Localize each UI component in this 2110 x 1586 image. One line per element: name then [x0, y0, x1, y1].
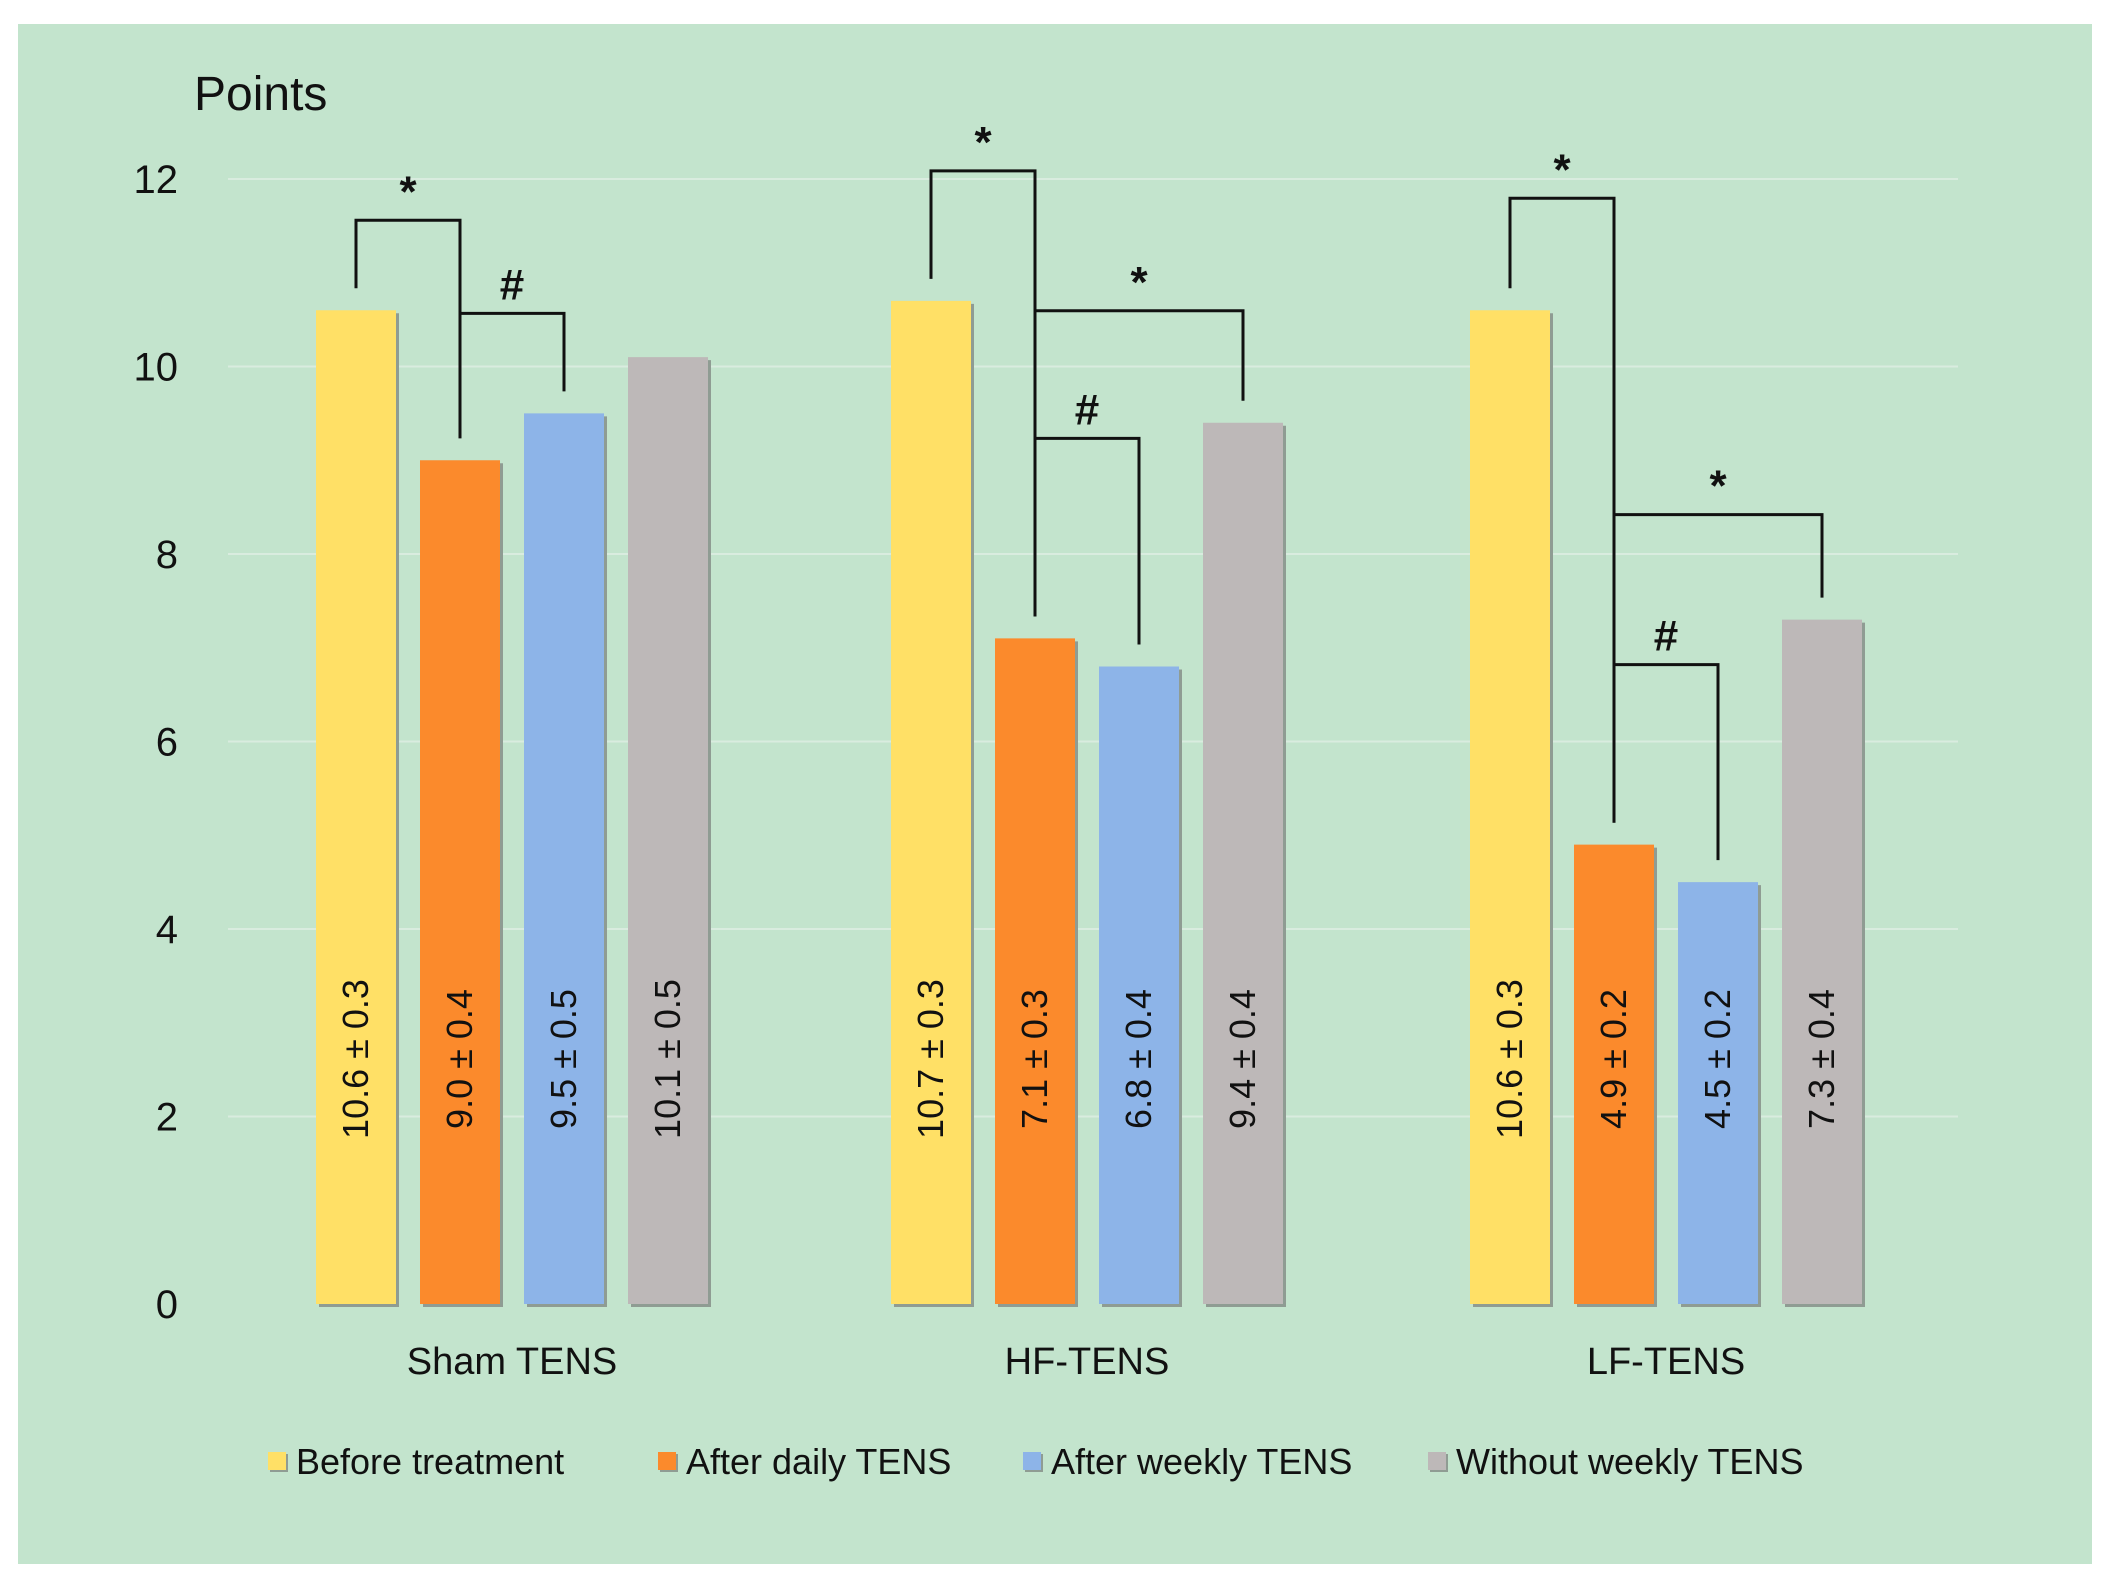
- bar-group: 10.7 ± 0.3: [891, 300, 974, 1307]
- legend-item: After weekly TENS: [1023, 1441, 1352, 1482]
- significance-symbol: *: [399, 167, 417, 216]
- bar-value-label: 7.3 ± 0.4: [1801, 989, 1842, 1129]
- bar: [1678, 882, 1758, 1304]
- bar: [1203, 422, 1283, 1304]
- bracket-line: [1612, 663, 1720, 861]
- significance-symbol: *: [1130, 258, 1148, 307]
- bar: [1470, 310, 1550, 1304]
- bar-group: 9.0 ± 0.4: [420, 460, 503, 1307]
- legend-label: After weekly TENS: [1051, 1441, 1352, 1482]
- bar-value-label: 9.5 ± 0.5: [543, 989, 584, 1129]
- bar-group: 10.6 ± 0.3: [1470, 310, 1553, 1307]
- significance-symbol: #: [500, 260, 524, 309]
- bar-value-label: 4.9 ± 0.2: [1593, 989, 1634, 1129]
- y-tick-label: 0: [156, 1283, 178, 1327]
- legend-swatch: [1023, 1452, 1041, 1470]
- bar: [995, 638, 1075, 1304]
- bar-value-label: 9.0 ± 0.4: [439, 989, 480, 1129]
- y-axis-title: Points: [194, 68, 327, 121]
- bar-value-label: 10.1 ± 0.5: [647, 979, 688, 1139]
- legend-swatch: [268, 1452, 286, 1470]
- bars: 10.6 ± 0.3 9.0 ± 0.4 9.5 ± 0.5 10.1 ± 0.5 10…: [316, 300, 1865, 1307]
- category-label: HF-TENS: [1005, 1341, 1170, 1383]
- y-tick-label: 12: [134, 158, 179, 202]
- bar-group: 10.1 ± 0.5: [628, 357, 711, 1307]
- y-tick-label: 8: [156, 533, 178, 577]
- bar: [316, 310, 396, 1304]
- bar: [420, 460, 500, 1304]
- bar: [1782, 619, 1862, 1304]
- bar-group: 7.3 ± 0.4: [1782, 619, 1865, 1307]
- bar-value-label: 10.7 ± 0.3: [910, 979, 951, 1139]
- bar-value-label: 10.6 ± 0.3: [1489, 979, 1530, 1139]
- bracket-line: [458, 311, 566, 439]
- y-tick-label: 10: [134, 346, 179, 390]
- bar-value-label: 6.8 ± 0.4: [1118, 989, 1159, 1129]
- significance-symbol: *: [1553, 145, 1571, 194]
- bracket-line: [1508, 196, 1616, 823]
- significance-bracket: *: [1508, 145, 1616, 823]
- legend-item: After daily TENS: [658, 1441, 951, 1482]
- significance-bracket: #: [1612, 612, 1720, 861]
- legend-label: Without weekly TENS: [1456, 1441, 1803, 1482]
- bar-value-label: 7.1 ± 0.3: [1014, 989, 1055, 1129]
- significance-symbol: #: [1075, 385, 1099, 434]
- bar-value-label: 9.4 ± 0.4: [1222, 989, 1263, 1129]
- bar-group: 6.8 ± 0.4: [1099, 666, 1182, 1307]
- legend-item: Without weekly TENS: [1428, 1441, 1803, 1482]
- significance-brackets: * # * * # * * #: [354, 118, 1824, 861]
- y-tick-label: 6: [156, 721, 178, 765]
- gridlines: [228, 178, 1958, 1118]
- chart-panel: Points 0 2 4 6 8 10 12 10.6 ± 0.3 9.0 ± 0.4 9.5 …: [18, 24, 2092, 1564]
- legend-label: After daily TENS: [686, 1441, 951, 1482]
- significance-symbol: *: [974, 118, 992, 167]
- bracket-line: [1033, 436, 1141, 645]
- bar-value-label: 4.5 ± 0.2: [1697, 989, 1738, 1129]
- significance-bracket: #: [458, 260, 566, 439]
- legend-swatch: [1428, 1452, 1446, 1470]
- significance-bracket: #: [1033, 385, 1141, 645]
- y-tick-label: 2: [156, 1096, 178, 1140]
- legend: Before treatment After daily TENS After we…: [268, 1441, 1803, 1482]
- significance-symbol: *: [1709, 462, 1727, 511]
- y-tick-label: 4: [156, 908, 178, 952]
- significance-symbol: #: [1654, 612, 1678, 661]
- bar-group: 9.5 ± 0.5: [524, 413, 607, 1307]
- category-label: Sham TENS: [407, 1341, 617, 1383]
- bar: [524, 413, 604, 1304]
- bar: [628, 357, 708, 1304]
- x-axis-categories: Sham TENS HF-TENS LF-TENS: [407, 1341, 1745, 1383]
- bar-group: 9.4 ± 0.4: [1203, 422, 1286, 1307]
- bar-group: 4.9 ± 0.2: [1574, 844, 1657, 1307]
- legend-item: Before treatment: [268, 1441, 564, 1482]
- bar-group: 10.6 ± 0.3: [316, 310, 399, 1307]
- bar: [1099, 666, 1179, 1304]
- legend-swatch: [658, 1452, 676, 1470]
- bar-value-label: 10.6 ± 0.3: [335, 979, 376, 1139]
- bar: [891, 300, 971, 1304]
- bar-group: 4.5 ± 0.2: [1678, 882, 1761, 1307]
- y-axis-ticks: 0 2 4 6 8 10 12: [134, 158, 179, 1327]
- legend-label: Before treatment: [296, 1441, 564, 1482]
- bar-chart: Points 0 2 4 6 8 10 12 10.6 ± 0.3 9.0 ± 0.4 9.5 …: [134, 68, 1958, 1482]
- bar: [1574, 844, 1654, 1304]
- bar-group: 7.1 ± 0.3: [995, 638, 1078, 1307]
- category-label: LF-TENS: [1587, 1341, 1745, 1383]
